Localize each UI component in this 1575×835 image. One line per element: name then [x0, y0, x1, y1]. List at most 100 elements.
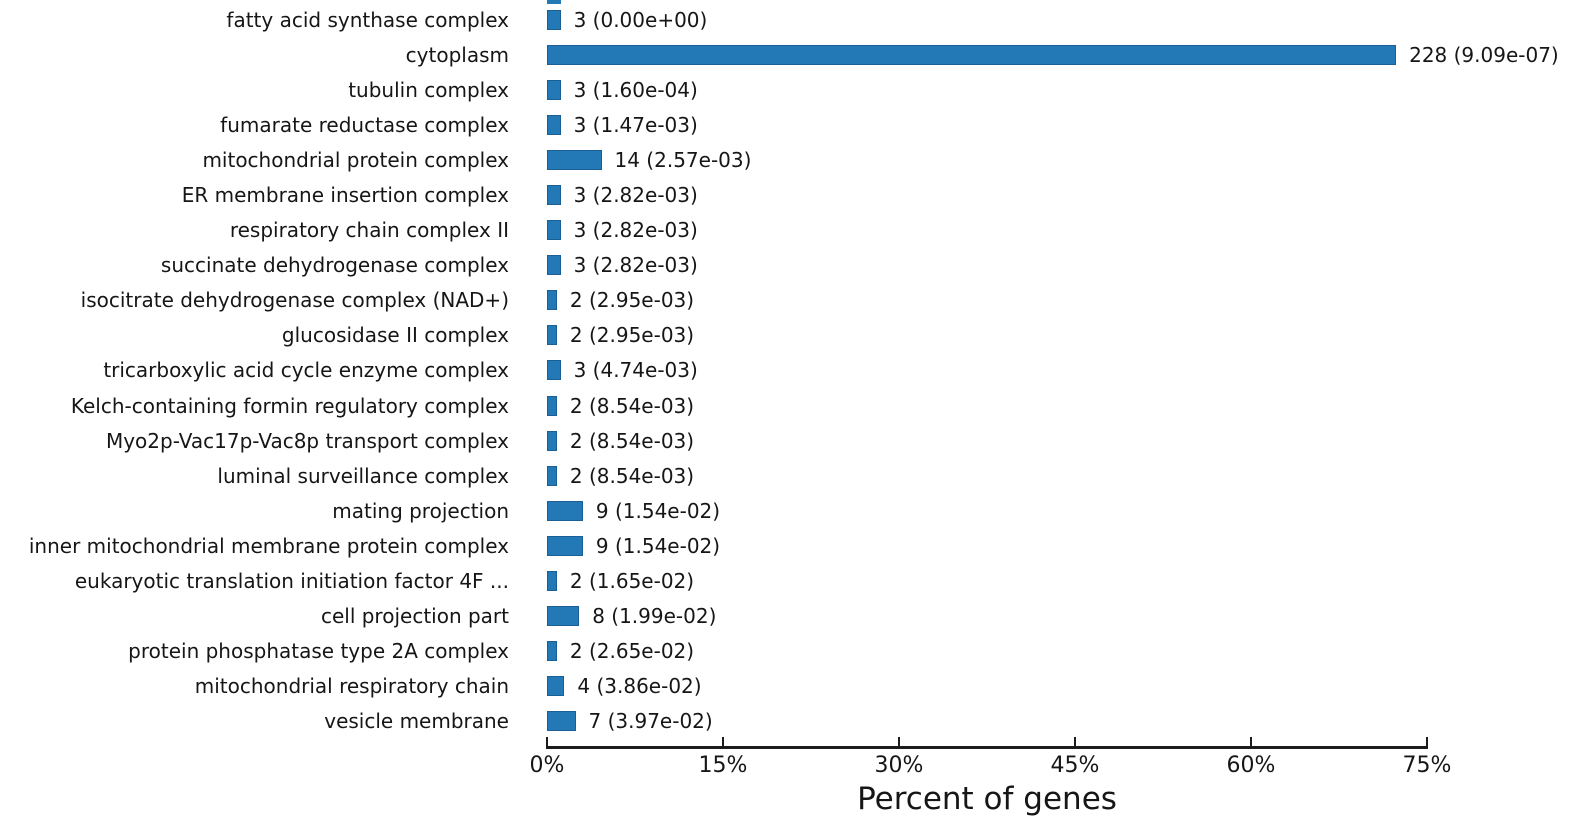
category-label: fatty acid synthase complex: [226, 7, 509, 32]
bar-row: inner mitochondrial membrane protein com…: [0, 528, 1575, 563]
x-axis-tick-label: 75%: [1402, 753, 1452, 778]
bar-value-label: 3 (0.00e+00): [573, 7, 708, 32]
bar: [547, 606, 580, 627]
category-label: Kelch-containing formin regulatory compl…: [70, 393, 509, 418]
bar-row: tricarboxylic acid cycle enzyme complex 3…: [0, 353, 1575, 388]
bar-value-label: 9 (1.54e-02): [595, 533, 721, 558]
category-label: eukaryotic translation initiation factor…: [74, 569, 509, 594]
x-axis-tick: [897, 737, 901, 747]
bar-row: respiratory chain complex II 3 (2.82e-03): [0, 213, 1575, 248]
bar-row: ER membrane insertion complex 3 (2.82e-03…: [0, 177, 1575, 212]
bar-value-label: 2 (2.95e-03): [569, 323, 695, 348]
bar: [547, 711, 576, 732]
bar-value-label: 2 (8.54e-03): [569, 393, 695, 418]
category-label: protein phosphatase type 2A complex: [128, 639, 509, 664]
cropped-bar-sliver: [547, 0, 561, 4]
bar: [547, 500, 583, 521]
bar: [547, 220, 561, 241]
x-axis-tick: [545, 737, 549, 747]
bar-row: succinate dehydrogenase complex 3 (2.82e-…: [0, 248, 1575, 283]
bar-row: mitochondrial respiratory chain 4 (3.86e-…: [0, 669, 1575, 704]
bar-row: eukaryotic translation initiation factor…: [0, 564, 1575, 599]
x-axis-tick-label: 45%: [1050, 753, 1100, 778]
bar-value-label: 2 (8.54e-03): [569, 428, 695, 453]
bar: [547, 44, 1397, 65]
bar-row: cell projection part 8 (1.99e-02): [0, 599, 1575, 634]
category-label: tricarboxylic acid cycle enzyme complex: [103, 358, 509, 383]
bar-value-label: 2 (2.95e-03): [569, 288, 695, 313]
x-axis-line: [546, 746, 1428, 749]
category-label: cell projection part: [320, 604, 509, 629]
category-label: respiratory chain complex II: [229, 218, 509, 243]
category-label: glucosidase II complex: [281, 323, 509, 348]
category-label: ER membrane insertion complex: [181, 183, 509, 208]
category-label: mitochondrial protein complex: [202, 147, 509, 172]
bar-value-label: 8 (1.99e-02): [592, 604, 717, 629]
x-axis-tick: [1249, 737, 1253, 747]
x-axis-title: Percent of genes: [857, 781, 1117, 817]
bar-value-label: 3 (1.60e-04): [573, 77, 698, 102]
bar: [547, 465, 557, 486]
category-label: mating projection: [332, 498, 509, 523]
bar: [547, 571, 557, 592]
bar-row: Kelch-containing formin regulatory compl…: [0, 388, 1575, 423]
bar-row: vesicle membrane 7 (3.97e-02): [0, 704, 1575, 739]
x-axis-tick: [721, 737, 725, 747]
bar-row: tubulin complex 3 (1.60e-04): [0, 72, 1575, 107]
bar: [547, 79, 561, 100]
bar-value-label: 9 (1.54e-02): [595, 498, 721, 523]
bar: [547, 325, 557, 346]
bar: [547, 360, 561, 381]
bar: [547, 149, 602, 170]
category-label: luminal surveillance complex: [217, 463, 509, 488]
bar-row: fumarate reductase complex 3 (1.47e-03): [0, 107, 1575, 142]
bar-value-label: 3 (2.82e-03): [573, 253, 698, 278]
bar-value-label: 228 (9.09e-07): [1409, 42, 1559, 67]
category-label: mitochondrial respiratory chain: [194, 674, 509, 699]
bar: [547, 641, 557, 662]
bar: [547, 114, 561, 135]
x-axis-tick-label: 30%: [874, 753, 924, 778]
category-label: vesicle membrane: [324, 709, 509, 734]
x-axis-tick: [1425, 737, 1429, 747]
category-label: cytoplasm: [405, 42, 509, 67]
bar: [547, 185, 561, 206]
bar-value-label: 3 (2.82e-03): [573, 218, 698, 243]
category-label: inner mitochondrial membrane protein com…: [28, 533, 509, 558]
bar-row: Myo2p-Vac17p-Vac8p transport complex 2 (8…: [0, 423, 1575, 458]
bar-value-label: 3 (2.82e-03): [573, 183, 698, 208]
bar-value-label: 2 (8.54e-03): [569, 463, 695, 488]
category-label: succinate dehydrogenase complex: [160, 253, 509, 278]
bar: [547, 290, 557, 311]
bar-row: fatty acid synthase complex 3 (0.00e+00): [0, 2, 1575, 37]
bar-value-label: 2 (2.65e-02): [569, 639, 695, 664]
category-label: fumarate reductase complex: [220, 112, 509, 137]
x-axis-tick-label: 15%: [698, 753, 748, 778]
bar: [547, 395, 557, 416]
bar: [547, 430, 557, 451]
bar-row: luminal surveillance complex 2 (8.54e-03): [0, 458, 1575, 493]
category-label: Myo2p-Vac17p-Vac8p transport complex: [105, 428, 509, 453]
bar-rows-container: fatty acid synthase complex 3 (0.00e+00) c…: [0, 2, 1575, 739]
bar: [547, 676, 565, 697]
bar-value-label: 7 (3.97e-02): [588, 709, 713, 734]
bar: [547, 255, 561, 276]
bar-value-label: 3 (4.74e-03): [573, 358, 698, 383]
bar-row: mating projection 9 (1.54e-02): [0, 493, 1575, 528]
bar-value-label: 3 (1.47e-03): [573, 112, 698, 137]
x-axis-tick: [1073, 737, 1077, 747]
x-axis-tick-label: 0%: [529, 753, 565, 778]
bar-row: cytoplasm 228 (9.09e-07): [0, 37, 1575, 72]
bar-value-label: 4 (3.86e-02): [577, 674, 702, 699]
bar-value-label: 2 (1.65e-02): [569, 569, 695, 594]
bar-row: glucosidase II complex 2 (2.95e-03): [0, 318, 1575, 353]
bar-row: isocitrate dehydrogenase complex (NAD+) 2…: [0, 283, 1575, 318]
category-label: isocitrate dehydrogenase complex (NAD+): [80, 288, 509, 313]
category-label: tubulin complex: [348, 77, 509, 102]
bar-row: protein phosphatase type 2A complex 2 (2.…: [0, 634, 1575, 669]
bar-row: mitochondrial protein complex 14 (2.57e-0…: [0, 142, 1575, 177]
x-axis-tick-label: 60%: [1226, 753, 1276, 778]
bar-value-label: 14 (2.57e-03): [614, 147, 752, 172]
bar: [547, 9, 561, 30]
